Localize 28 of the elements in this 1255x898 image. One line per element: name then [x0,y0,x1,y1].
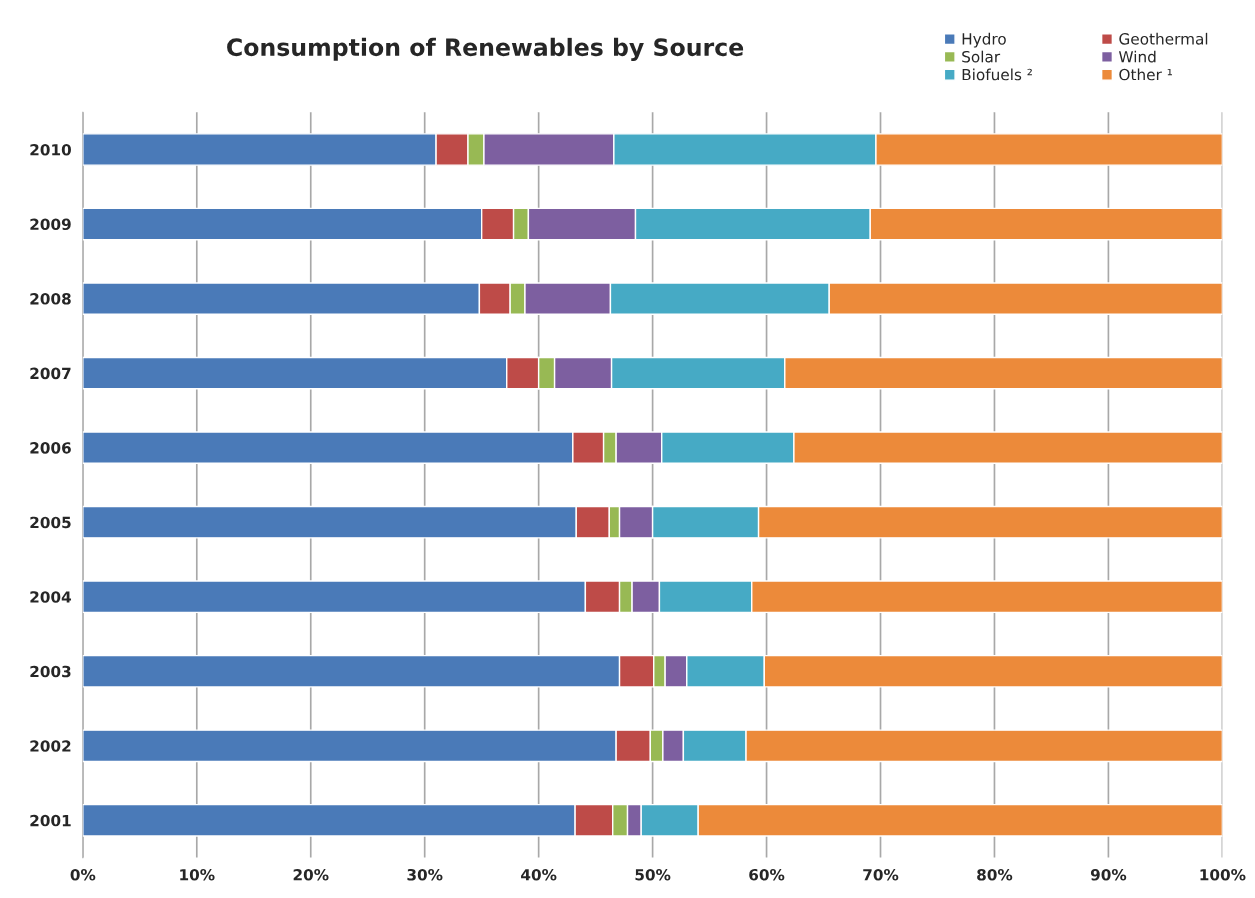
chart-title: Consumption of Renewables by Source [227,37,744,61]
legend-label: Biofuels ² [962,68,1032,81]
x-tick-label: 50% [635,868,671,881]
y-tick-label: 2007 [30,367,71,380]
x-tick-label: 20% [293,868,329,881]
y-tick-label: 2009 [30,218,71,231]
x-tick-label: 70% [863,868,899,881]
y-tick-label: 2004 [30,591,72,603]
legend-label: Hydro [962,32,1006,48]
x-tick-label: 90% [1090,868,1127,881]
x-tick-label: 30% [407,868,443,881]
x-tick-label: 0% [70,868,96,881]
y-tick-label: 2002 [30,740,71,752]
x-tick-label: 80% [977,868,1013,881]
y-tick-label: 2008 [30,293,71,305]
legend-label: Other ¹ [1119,68,1172,81]
y-tick-label: 2006 [30,442,71,454]
x-tick-label: 10% [180,868,215,881]
legend-label: Geothermal [1119,32,1208,45]
y-tick-label: 2003 [30,665,71,678]
x-tick-label: 40% [521,868,557,881]
x-tick-label: 100% [1200,868,1246,881]
x-tick-label: 60% [749,868,785,881]
y-tick-label: 2005 [30,516,71,529]
legend-label: Wind [1118,50,1156,63]
legend-label: Solar [962,50,1001,63]
y-tick-label: 2001 [30,814,71,827]
y-tick-label: 2010 [30,143,71,156]
